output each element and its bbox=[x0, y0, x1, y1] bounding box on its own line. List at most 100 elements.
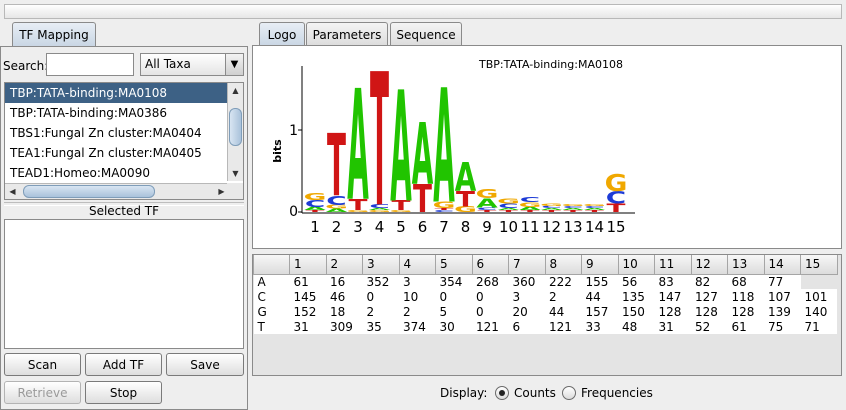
table-header-cell[interactable]: 10 bbox=[617, 255, 655, 275]
table-header-cell[interactable] bbox=[253, 255, 290, 275]
table-cell: 16 bbox=[326, 274, 363, 289]
logo-letter-a: A bbox=[412, 106, 434, 204]
position-label: 4 bbox=[375, 218, 385, 236]
table-header-cell[interactable]: 1 bbox=[289, 255, 327, 275]
table-header-cell[interactable]: 14 bbox=[763, 255, 801, 275]
tab-tf-mapping-label: TF Mapping bbox=[19, 27, 89, 42]
table-header-cell[interactable]: 13 bbox=[727, 255, 765, 275]
list-item[interactable]: TEA1:Fungal Zn cluster:MA0405 bbox=[10, 146, 202, 160]
selected-tf-area bbox=[4, 219, 244, 349]
logo-letter-c: C bbox=[434, 210, 454, 213]
logo-position-labels: 1 2 3 4 5 6 7 8 9 10 11 12 13 14 15 bbox=[310, 218, 625, 236]
table-header-cell[interactable]: 15 bbox=[800, 255, 838, 275]
logo-letter-c: C bbox=[563, 206, 583, 209]
table-header-cell[interactable]: 8 bbox=[544, 255, 582, 275]
logo-letter-a: A bbox=[584, 208, 607, 211]
table-header-cell[interactable]: 7 bbox=[508, 255, 546, 275]
split-divider[interactable] bbox=[4, 202, 244, 206]
logo-letter-a: A bbox=[433, 55, 454, 239]
list-item[interactable]: TBP:TATA-binding:MA0108 bbox=[5, 83, 243, 103]
table-cell: 61 bbox=[289, 274, 326, 289]
table-cell: 268 bbox=[472, 274, 509, 289]
table-row[interactable]: A 61 16 352 3 354 268 360 222 155 56 83 82 68 77 bbox=[253, 274, 838, 289]
table-cell: 2 bbox=[362, 304, 399, 319]
table-cell: 46 bbox=[326, 289, 363, 304]
counts-radio[interactable] bbox=[495, 386, 509, 400]
position-label: 1 bbox=[310, 218, 320, 236]
panel-splitter[interactable] bbox=[247, 205, 250, 217]
table-header-cell[interactable]: 4 bbox=[398, 255, 436, 275]
logo-letter-t: T bbox=[306, 210, 326, 213]
logo-letter-c: C bbox=[305, 198, 325, 209]
logo-letter-t: T bbox=[521, 210, 541, 213]
table-row[interactable]: T 31 309 35 374 30 121 6 121 33 48 31 52 61 75 71 bbox=[253, 319, 837, 334]
logo-letter-g: G bbox=[325, 204, 348, 210]
tf-mapping-panel: TF Mapping Search: All Taxa ▼ TBP:TATA-b… bbox=[0, 22, 250, 410]
add-tf-button[interactable]: Add TF bbox=[85, 353, 162, 376]
table-cell: 44 bbox=[581, 289, 618, 304]
table-cell: 155 bbox=[581, 274, 618, 289]
table-header-cell[interactable]: 6 bbox=[471, 255, 509, 275]
scroll-thumb[interactable] bbox=[229, 108, 242, 146]
scroll-thumb[interactable] bbox=[23, 185, 155, 198]
logo-letter-a: A bbox=[390, 59, 412, 237]
logo-letter-a: A bbox=[347, 57, 369, 235]
table-cell: 61 bbox=[727, 319, 764, 334]
logo-letter-t: T bbox=[370, 46, 389, 248]
search-input[interactable] bbox=[46, 53, 134, 76]
tab-logo[interactable]: Logo bbox=[259, 22, 305, 46]
position-label: 14 bbox=[585, 218, 604, 236]
table-cell: 31 bbox=[289, 319, 326, 334]
position-label: 8 bbox=[461, 218, 471, 236]
list-item[interactable]: TEAD1:Homeo:MA0090 bbox=[10, 166, 150, 180]
taxa-select[interactable]: All Taxa ▼ bbox=[140, 53, 244, 76]
stop-button[interactable]: Stop bbox=[85, 381, 162, 404]
tab-sequence-label: Sequence bbox=[396, 27, 456, 42]
table-cell: 101 bbox=[800, 289, 837, 304]
scroll-down-icon[interactable]: ▼ bbox=[232, 169, 239, 178]
list-horizontal-scrollbar[interactable]: ◀ ▶ bbox=[5, 183, 229, 199]
table-cell: 33 bbox=[581, 319, 618, 334]
counts-radio-label[interactable]: Counts bbox=[514, 386, 556, 400]
logo-letter-a: A bbox=[304, 206, 326, 211]
frequencies-radio-label[interactable]: Frequencies bbox=[581, 386, 653, 400]
scan-button[interactable]: Scan bbox=[4, 353, 81, 376]
list-vertical-scrollbar[interactable]: ▲ ▼ bbox=[227, 83, 243, 181]
scroll-up-icon[interactable]: ▲ bbox=[232, 86, 239, 95]
tab-logo-label: Logo bbox=[267, 27, 297, 42]
logo-letter-g: G bbox=[304, 191, 327, 202]
list-item[interactable]: TBP:TATA-binding:MA0386 bbox=[10, 106, 168, 120]
logo-letter-g: G bbox=[562, 203, 585, 206]
logo-letter-c: C bbox=[326, 194, 346, 209]
table-cell: 140 bbox=[800, 304, 837, 319]
table-cell: 71 bbox=[800, 319, 837, 334]
table-header-cell[interactable]: 11 bbox=[654, 255, 692, 275]
table-header-cell[interactable]: 9 bbox=[581, 255, 619, 275]
table-cell: 56 bbox=[618, 274, 655, 289]
table-row[interactable]: C 145 46 0 10 0 0 3 2 44 135 147 127 118 107 101 bbox=[253, 289, 837, 304]
save-button[interactable]: Save bbox=[166, 353, 244, 376]
position-label: 11 bbox=[520, 218, 539, 236]
table-row[interactable]: G 152 18 2 2 5 0 20 44 157 150 128 128 128 139 140 bbox=[253, 304, 837, 319]
tab-tf-mapping[interactable]: TF Mapping bbox=[12, 22, 96, 46]
tab-parameters[interactable]: Parameters bbox=[306, 22, 388, 46]
search-label: Search: bbox=[3, 59, 49, 73]
scroll-left-icon[interactable]: ◀ bbox=[9, 187, 16, 196]
table-cell: 135 bbox=[618, 289, 655, 304]
tf-list: TBP:TATA-binding:MA0108 TBP:TATA-binding… bbox=[4, 82, 244, 200]
tab-sequence[interactable]: Sequence bbox=[390, 22, 462, 46]
table-header-cell[interactable]: 3 bbox=[362, 255, 400, 275]
frequencies-radio[interactable] bbox=[562, 386, 576, 400]
logo-letter-a: A bbox=[369, 208, 392, 211]
retrieve-button: Retrieve bbox=[4, 381, 81, 404]
position-label: 5 bbox=[396, 218, 406, 236]
logo-letter-g: G bbox=[476, 187, 499, 202]
table-header-cell[interactable]: 12 bbox=[690, 255, 728, 275]
table-header-cell[interactable]: 2 bbox=[325, 255, 363, 275]
table-cell: 75 bbox=[764, 319, 801, 334]
scroll-right-icon[interactable]: ▶ bbox=[218, 187, 225, 196]
list-item[interactable]: TBS1:Fungal Zn cluster:MA0404 bbox=[10, 126, 202, 140]
table-header-cell[interactable]: 5 bbox=[435, 255, 473, 275]
